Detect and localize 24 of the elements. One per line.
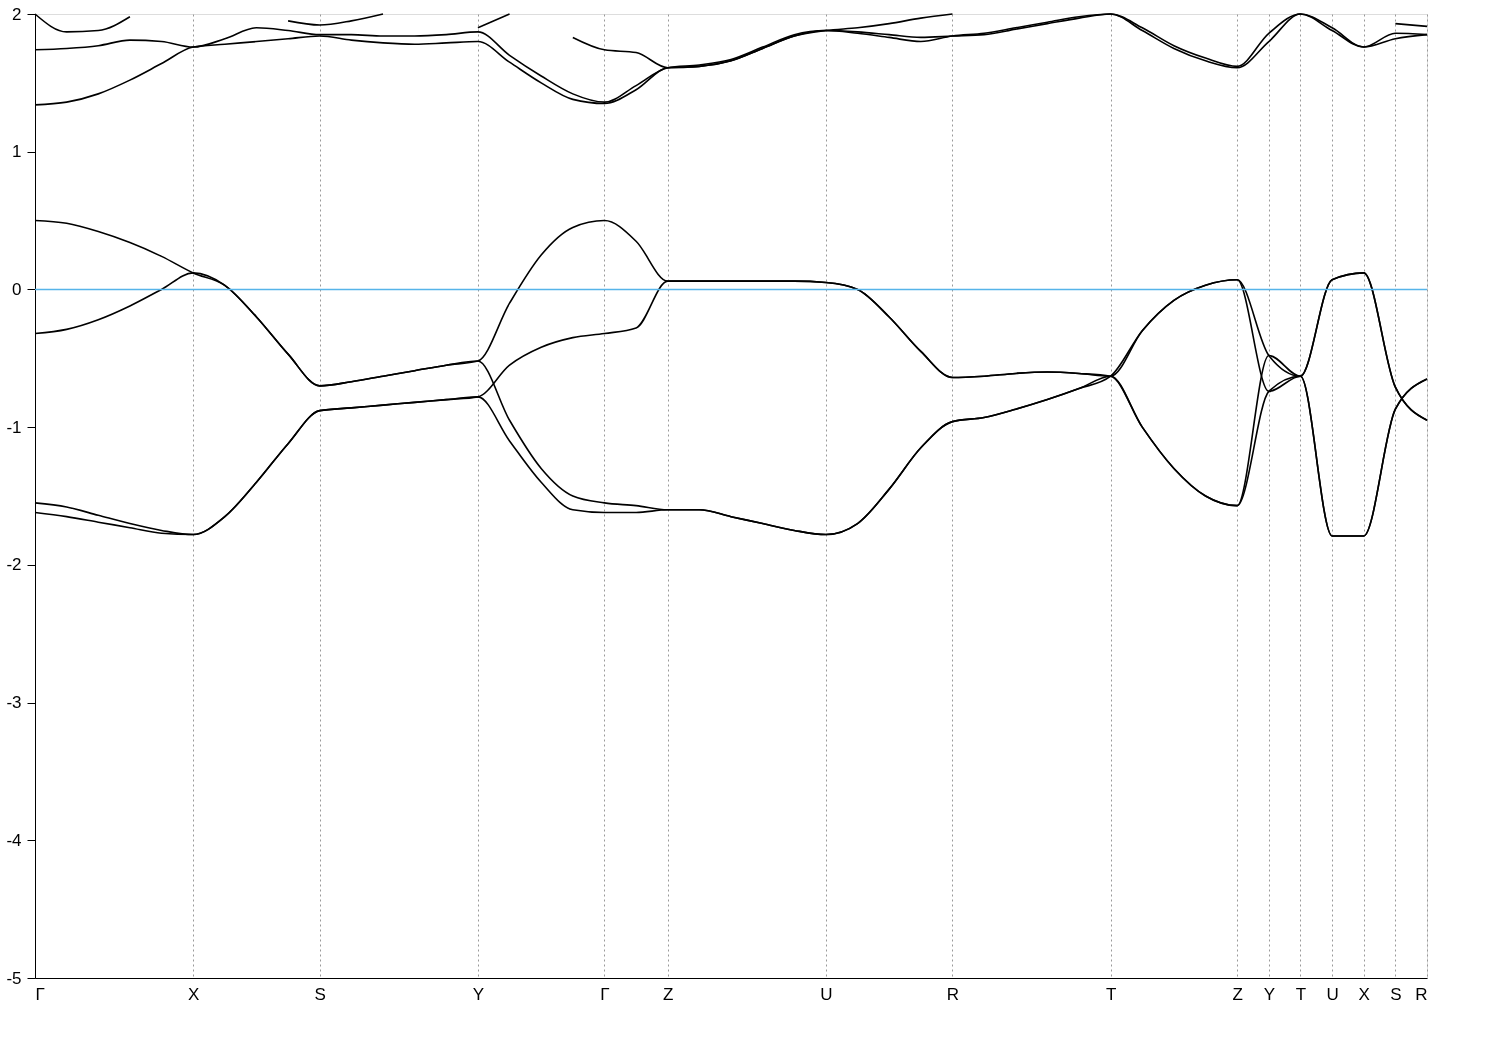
x-tick-label: Γ	[35, 984, 45, 1004]
y-tick-label: 1	[12, 142, 22, 162]
x-tick-label: S	[1390, 984, 1402, 1004]
y-tick-label: 0	[12, 279, 22, 299]
x-tick-label: U	[820, 984, 833, 1004]
x-tick-label: Γ	[600, 984, 610, 1004]
y-tick-label: -1	[6, 417, 22, 437]
y-tick-label: -2	[6, 555, 22, 575]
y-tick-label: -4	[6, 830, 22, 850]
x-tick-label: T	[1105, 984, 1117, 1004]
x-tick-label: Y	[1263, 984, 1275, 1004]
x-tick-label: S	[314, 984, 326, 1004]
x-tick-label: Y	[472, 984, 485, 1004]
y-tick-label: 2	[12, 4, 22, 24]
x-tick-label: X	[1358, 984, 1370, 1004]
x-tick-label: R	[1415, 984, 1428, 1004]
y-tick-label: -5	[6, 968, 22, 988]
x-tick-label: R	[946, 984, 960, 1004]
x-tick-label: Z	[1232, 984, 1243, 1004]
x-tick-label: U	[1326, 984, 1339, 1004]
x-tick-label: T	[1295, 984, 1307, 1004]
y-tick-label: -3	[6, 693, 22, 713]
x-tick-label: X	[188, 984, 200, 1004]
x-tick-label: Z	[663, 984, 674, 1004]
